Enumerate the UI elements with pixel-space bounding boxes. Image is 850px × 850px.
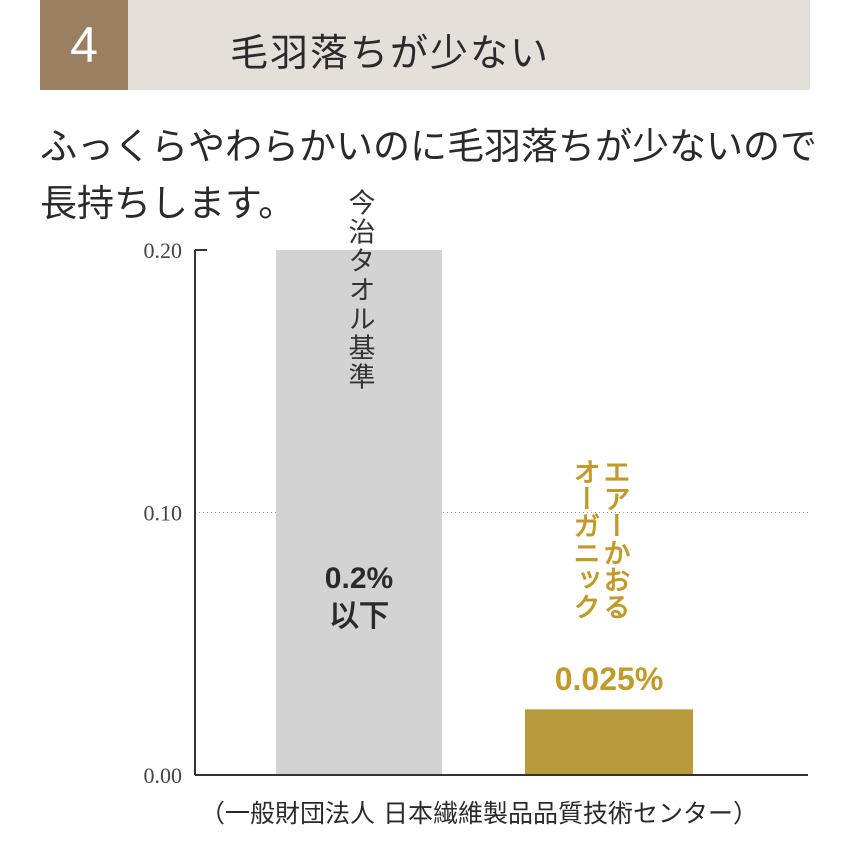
value-label-product: 0.025% bbox=[555, 661, 664, 697]
y-tick-label: 0.00 bbox=[144, 763, 183, 788]
value-label-standard: 0.2% bbox=[325, 562, 393, 595]
bar-1 bbox=[276, 250, 442, 775]
lead-text: ふっくらやわらかいのに毛羽落ちが少ないので長持ちします。 bbox=[40, 125, 817, 225]
bar-2 bbox=[525, 709, 693, 775]
value-label-standard-suffix: 以下 bbox=[329, 600, 389, 633]
y-tick-label: 0.10 bbox=[144, 501, 183, 526]
section-banner: 4 毛羽落ちが少ない bbox=[40, 0, 810, 90]
chart-source: （一般財団法人 日本繊維製品品質技術センター） bbox=[200, 799, 758, 828]
section-number-badge: 4 bbox=[40, 0, 128, 90]
category-label-standard: 今治タオル基準 bbox=[344, 188, 376, 391]
y-tick-label: 0.20 bbox=[144, 238, 183, 263]
category-label-product: エアーかおる bbox=[599, 458, 630, 620]
category-label-product: オーガニック bbox=[569, 458, 600, 620]
section-title: 毛羽落ちが少ない bbox=[230, 31, 551, 75]
